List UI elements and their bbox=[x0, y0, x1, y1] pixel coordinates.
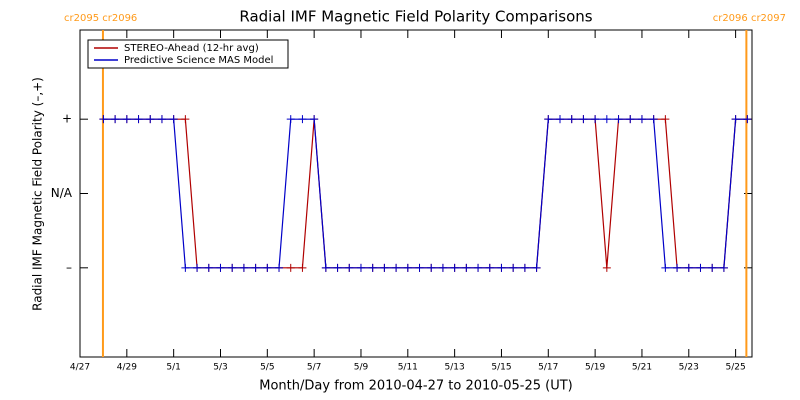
legend-label: Predictive Science MAS Model bbox=[124, 55, 273, 66]
point-marker bbox=[532, 263, 541, 272]
point-marker bbox=[310, 115, 319, 124]
point-marker bbox=[520, 263, 529, 272]
point-marker bbox=[356, 263, 365, 272]
point-marker bbox=[99, 115, 108, 124]
point-marker bbox=[743, 115, 752, 124]
point-marker bbox=[509, 263, 518, 272]
y-tick-label: + bbox=[62, 112, 72, 126]
point-marker bbox=[321, 263, 330, 272]
point-marker bbox=[696, 263, 705, 272]
x-tick-label: 5/23 bbox=[679, 363, 699, 373]
point-marker bbox=[239, 263, 248, 272]
point-marker bbox=[661, 115, 670, 124]
point-marker bbox=[193, 263, 202, 272]
point-marker bbox=[556, 115, 564, 124]
x-tick-label: 5/11 bbox=[398, 363, 418, 373]
point-marker bbox=[216, 263, 225, 272]
rotation-label: cr2096 cr2097 bbox=[713, 13, 786, 24]
point-marker bbox=[286, 115, 295, 124]
point-marker bbox=[474, 263, 483, 272]
point-marker bbox=[415, 263, 424, 272]
point-marker bbox=[614, 115, 623, 124]
point-marker bbox=[579, 115, 588, 124]
point-marker bbox=[157, 115, 166, 124]
point-marker bbox=[719, 263, 728, 272]
x-tick-label: 5/13 bbox=[445, 363, 465, 373]
point-marker bbox=[684, 263, 693, 272]
point-marker bbox=[263, 263, 272, 272]
y-tick-label: – bbox=[66, 260, 72, 274]
point-marker bbox=[602, 115, 611, 124]
point-marker bbox=[181, 115, 190, 124]
x-tick-label: 5/15 bbox=[491, 363, 511, 373]
point-marker bbox=[462, 263, 471, 272]
point-marker bbox=[204, 263, 213, 272]
x-tick-label: 4/27 bbox=[70, 363, 90, 373]
series-line bbox=[103, 118, 748, 269]
point-marker bbox=[673, 263, 682, 272]
x-tick-label: 5/17 bbox=[538, 363, 558, 373]
x-tick-label: 5/25 bbox=[726, 363, 746, 373]
point-marker bbox=[392, 263, 401, 272]
point-marker bbox=[450, 263, 459, 272]
point-marker bbox=[275, 263, 284, 272]
point-marker bbox=[438, 263, 447, 272]
y-axis-label: Radial IMF Magnetic Field Polarity (–,+) bbox=[31, 77, 45, 311]
y-tick-label: N/A bbox=[51, 186, 73, 200]
point-marker bbox=[146, 115, 155, 124]
point-marker bbox=[298, 115, 307, 124]
series-line bbox=[103, 118, 748, 269]
x-tick-label: 5/1 bbox=[166, 363, 180, 373]
rotation-label: cr2095 cr2096 bbox=[64, 13, 137, 24]
legend-label: STEREO-Ahead (12-hr avg) bbox=[124, 43, 259, 54]
x-tick-label: 5/3 bbox=[213, 363, 227, 373]
x-tick-label: 5/19 bbox=[585, 363, 605, 373]
legend-box bbox=[87, 39, 289, 69]
point-marker bbox=[602, 263, 611, 272]
point-marker bbox=[181, 263, 190, 272]
x-tick-label: 5/7 bbox=[307, 363, 321, 373]
point-marker bbox=[169, 115, 178, 124]
point-marker bbox=[251, 263, 260, 272]
point-marker bbox=[637, 115, 646, 124]
point-marker bbox=[497, 263, 506, 272]
point-marker bbox=[403, 263, 412, 272]
point-marker bbox=[485, 263, 494, 272]
point-marker bbox=[567, 115, 576, 124]
x-tick-label: 5/5 bbox=[260, 363, 274, 373]
point-marker bbox=[427, 263, 436, 272]
point-marker bbox=[111, 115, 120, 124]
x-tick-label: 4/29 bbox=[117, 363, 137, 373]
point-marker bbox=[228, 263, 237, 272]
x-tick-label: 5/21 bbox=[632, 363, 652, 373]
point-marker bbox=[708, 263, 717, 272]
x-tick-label: 5/9 bbox=[354, 363, 369, 373]
point-marker bbox=[649, 115, 658, 124]
point-marker bbox=[591, 115, 600, 124]
point-marker bbox=[626, 115, 635, 124]
plot-frame bbox=[79, 29, 753, 358]
point-marker bbox=[286, 263, 295, 272]
chart-title: Radial IMF Magnetic Field Polarity Compa… bbox=[239, 8, 592, 26]
point-marker bbox=[368, 263, 377, 272]
point-marker bbox=[298, 263, 307, 272]
point-marker bbox=[661, 263, 670, 272]
point-marker bbox=[333, 263, 342, 272]
point-marker bbox=[544, 115, 553, 124]
point-marker bbox=[345, 263, 354, 272]
point-marker bbox=[134, 115, 143, 124]
point-marker bbox=[731, 115, 740, 124]
point-marker bbox=[380, 263, 389, 272]
x-axis-label: Month/Day from 2010-04-27 to 2010-05-25 … bbox=[259, 379, 572, 394]
point-marker bbox=[122, 115, 131, 124]
